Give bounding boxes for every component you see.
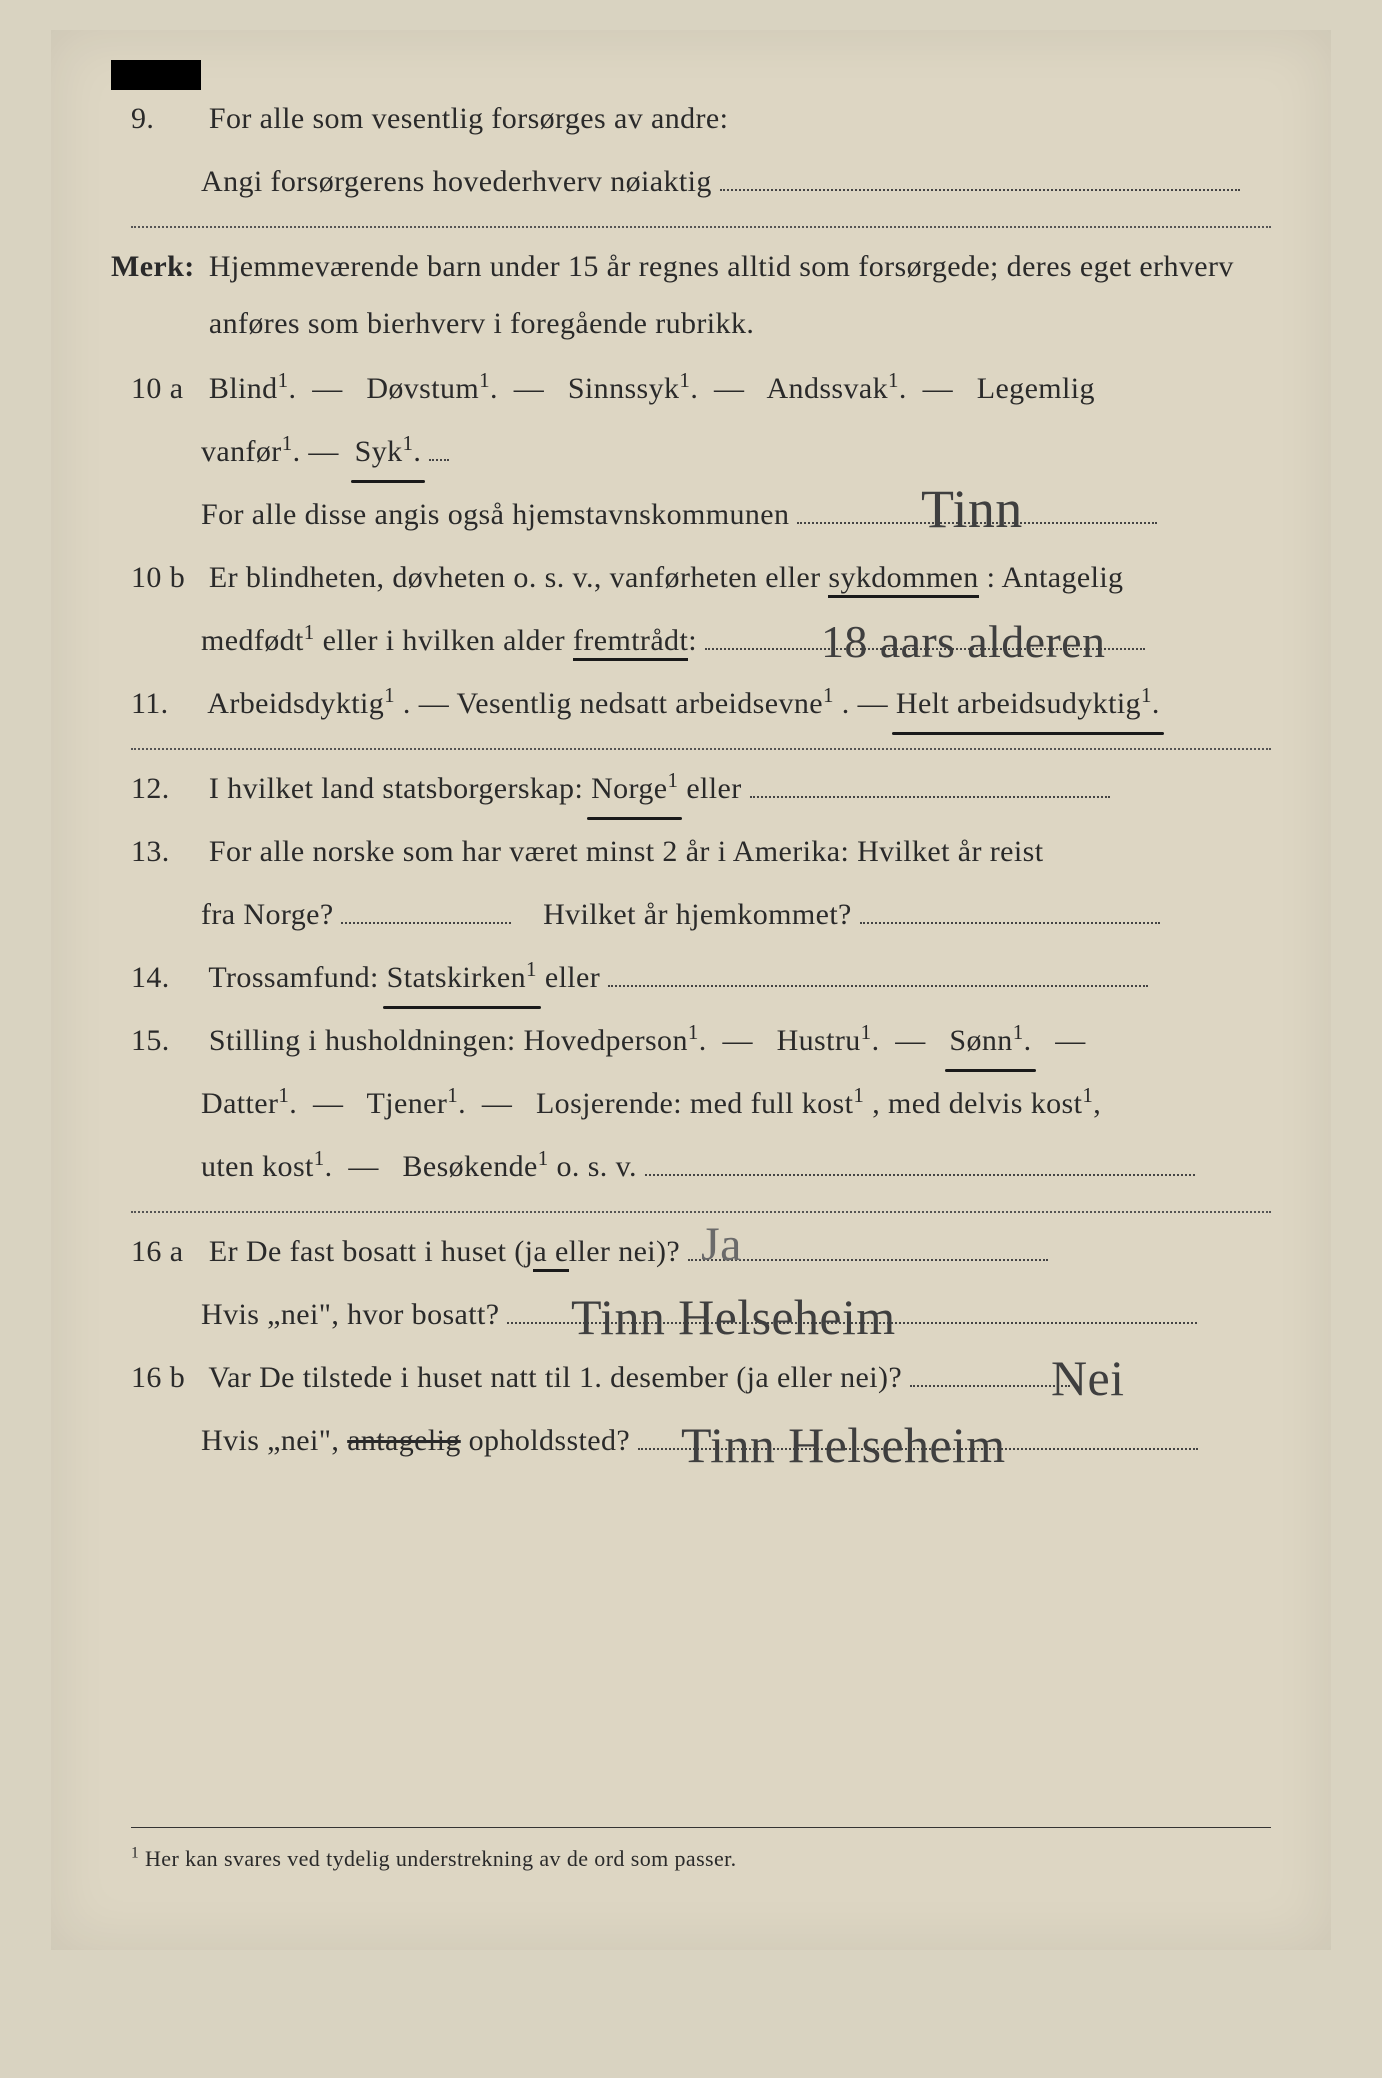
q9-num: 9.: [131, 90, 201, 147]
q10b-line1b: : Antagelig: [987, 561, 1124, 594]
q10a-sinn: Sinnssyk1. —: [568, 372, 760, 405]
q16a-ja-ul: a e: [533, 1235, 568, 1272]
footnote-sup: 1: [131, 1845, 139, 1862]
q14: 14. Trossamfund: Statskirken1 eller: [131, 949, 1271, 1006]
q10b-num: 10 b: [131, 549, 201, 606]
q10a-line2: vanfør1. — Syk1.: [201, 423, 1271, 480]
q16a-blank1: [688, 1229, 1048, 1261]
q10b-line2: medfødt1 eller i hvilken alder fremtrådt…: [201, 612, 1271, 669]
q11-opt3: Helt arbeidsudyktig1.: [896, 675, 1160, 732]
q14-text: Trossamfund:: [208, 961, 386, 994]
q10a-dov: Døvstum1. —: [366, 372, 560, 405]
q15-num: 15.: [131, 1012, 201, 1069]
q10a-hjemstavn: For alle disse angis også hjemstavnskomm…: [201, 498, 789, 531]
footnote: 1 Her kan svares ved tydelig understrekn…: [131, 1827, 1271, 1880]
q11-sep2: . —: [842, 687, 896, 720]
q16b-line2: Hvis „nei", antagelig opholdssted? Tinn …: [201, 1412, 1271, 1469]
merk-label: Merk:: [111, 238, 201, 295]
q15-line2: Datter1. — Tjener1. — Losjerende: med fu…: [201, 1075, 1271, 1132]
q10a-num: 10 a: [131, 360, 201, 417]
q9-line2-row: Angi forsørgerens hovederhverv nøiaktig: [201, 153, 1271, 210]
census-form-page: 9. For alle som vesentlig forsørges av a…: [51, 30, 1331, 1950]
q10b-medfodt: medfødt1: [201, 624, 315, 657]
q14-num: 14.: [131, 949, 201, 1006]
q10a-syk: Syk1.: [355, 423, 422, 480]
q13-line2a: fra Norge?: [201, 898, 334, 931]
q15-hoved: Hovedperson1. —: [524, 1024, 769, 1057]
q10b-line1a: Er blindheten, døvheten o. s. v., vanfør…: [209, 561, 829, 594]
q10b-fremtradt: fremtrådt: [573, 624, 688, 661]
q10a: 10 a Blind1. — Døvstum1. — Sinnssyk1. — …: [131, 360, 1271, 417]
q10a-line3: For alle disse angis også hjemstavnskomm…: [201, 486, 1271, 543]
q9-blank: [720, 159, 1240, 191]
q11-sep1: . —: [403, 687, 457, 720]
q15-datter: Datter1. —: [201, 1087, 359, 1120]
q16b-blank1: [910, 1355, 1070, 1387]
q13-blank1: [341, 892, 511, 924]
q10a-ans-kommune: Tinn: [921, 458, 1023, 561]
q15-lead: Stilling i husholdningen:: [209, 1024, 524, 1057]
q13-line1: For alle norske som har været minst 2 år…: [209, 835, 1044, 868]
q10a-leg: Legemlig: [977, 372, 1095, 405]
q15-line3: uten kost1. — Besøkende1 o. s. v.: [201, 1138, 1271, 1195]
q16b-strike: antagelig: [347, 1424, 461, 1457]
merk-text: Hjemmeværende barn under 15 år regnes al…: [209, 238, 1269, 352]
divider-1: [131, 226, 1271, 228]
q14-statskirken: Statskirken1: [387, 949, 537, 1006]
q15-uten: uten kost1. —: [201, 1150, 395, 1183]
q11-num: 11.: [131, 675, 201, 732]
q10b-line2b: eller i hvilken alder: [323, 624, 573, 657]
q9-line1: For alle som vesentlig forsørges av andr…: [209, 102, 728, 135]
footnote-text: Her kan svares ved tydelig understreknin…: [145, 1846, 737, 1871]
q10b-sykdommen: sykdommen: [828, 561, 978, 598]
q10a-blank0: [429, 429, 449, 461]
q16b-line2b: opholdssted?: [469, 1424, 630, 1457]
q12-norge: Norge1: [591, 760, 678, 817]
q16a-line1a: Er De fast bosatt i huset (j: [209, 1235, 533, 1268]
q15-osv: o. s. v.: [557, 1150, 637, 1183]
q13-blank2: [860, 892, 1160, 924]
q15-dash1: —: [1039, 1024, 1085, 1057]
q16a-line1b: ller nei)?: [569, 1235, 680, 1268]
q9-line2: Angi forsørgerens hovederhverv nøiaktig: [201, 165, 712, 198]
q16b-ans2: Tinn Helseheim: [681, 1398, 1006, 1493]
q15-tjener: Tjener1. —: [367, 1087, 529, 1120]
q15: 15. Stilling i husholdningen: Hovedperso…: [131, 1012, 1271, 1069]
q10a-vanfor: vanfør1. —: [201, 435, 347, 468]
q13-line2: fra Norge? Hvilket år hjemkommet?: [201, 886, 1271, 943]
q10a-blind: Blind1. —: [209, 372, 359, 405]
q15-blank: [645, 1144, 1195, 1176]
q12-num: 12.: [131, 760, 201, 817]
q15-besok: Besøkende1: [402, 1150, 548, 1183]
q15-losj: Losjerende: med full kost1: [536, 1087, 864, 1120]
q16a-num: 16 a: [131, 1223, 201, 1280]
divider-2: [131, 748, 1271, 750]
q14-eller: eller: [545, 961, 600, 994]
q10b-ans-alder: 18 aars alderen: [821, 598, 1105, 685]
q16b-line1: Var De tilstede i huset natt til 1. dese…: [208, 1361, 902, 1394]
q13: 13. For alle norske som har været minst …: [131, 823, 1271, 880]
q12-eller: eller: [686, 772, 741, 805]
q9: 9. For alle som vesentlig forsørges av a…: [131, 90, 1271, 147]
q13-num: 13.: [131, 823, 201, 880]
merk-row: Merk: Hjemmeværende barn under 15 år reg…: [111, 238, 1271, 352]
q16a-line2-text: Hvis „nei", hvor bosatt?: [201, 1298, 499, 1331]
q15-sonn: Sønn1.: [949, 1012, 1031, 1069]
q12: 12. I hvilket land statsborgerskap: Norg…: [131, 760, 1271, 817]
q10a-and: Andssvak1. —: [766, 372, 968, 405]
q15-delvis: , med delvis kost1,: [872, 1087, 1101, 1120]
q16b-num: 16 b: [131, 1349, 201, 1406]
redaction-mark: [111, 60, 201, 90]
q14-blank: [608, 955, 1148, 987]
q12-blank: [750, 766, 1110, 798]
q16b-line2a: Hvis „nei",: [201, 1424, 347, 1457]
q11-opt2: Vesentlig nedsatt arbeidsevne1: [456, 687, 833, 720]
q13-line2b: Hvilket år hjemkommet?: [543, 898, 852, 931]
q11-opt1: Arbeidsdyktig1: [207, 687, 395, 720]
q12-text: I hvilket land statsborgerskap:: [209, 772, 591, 805]
q11: 11. Arbeidsdyktig1 . — Vesentlig nedsatt…: [131, 675, 1271, 732]
q15-hustru: Hustru1. —: [777, 1024, 942, 1057]
